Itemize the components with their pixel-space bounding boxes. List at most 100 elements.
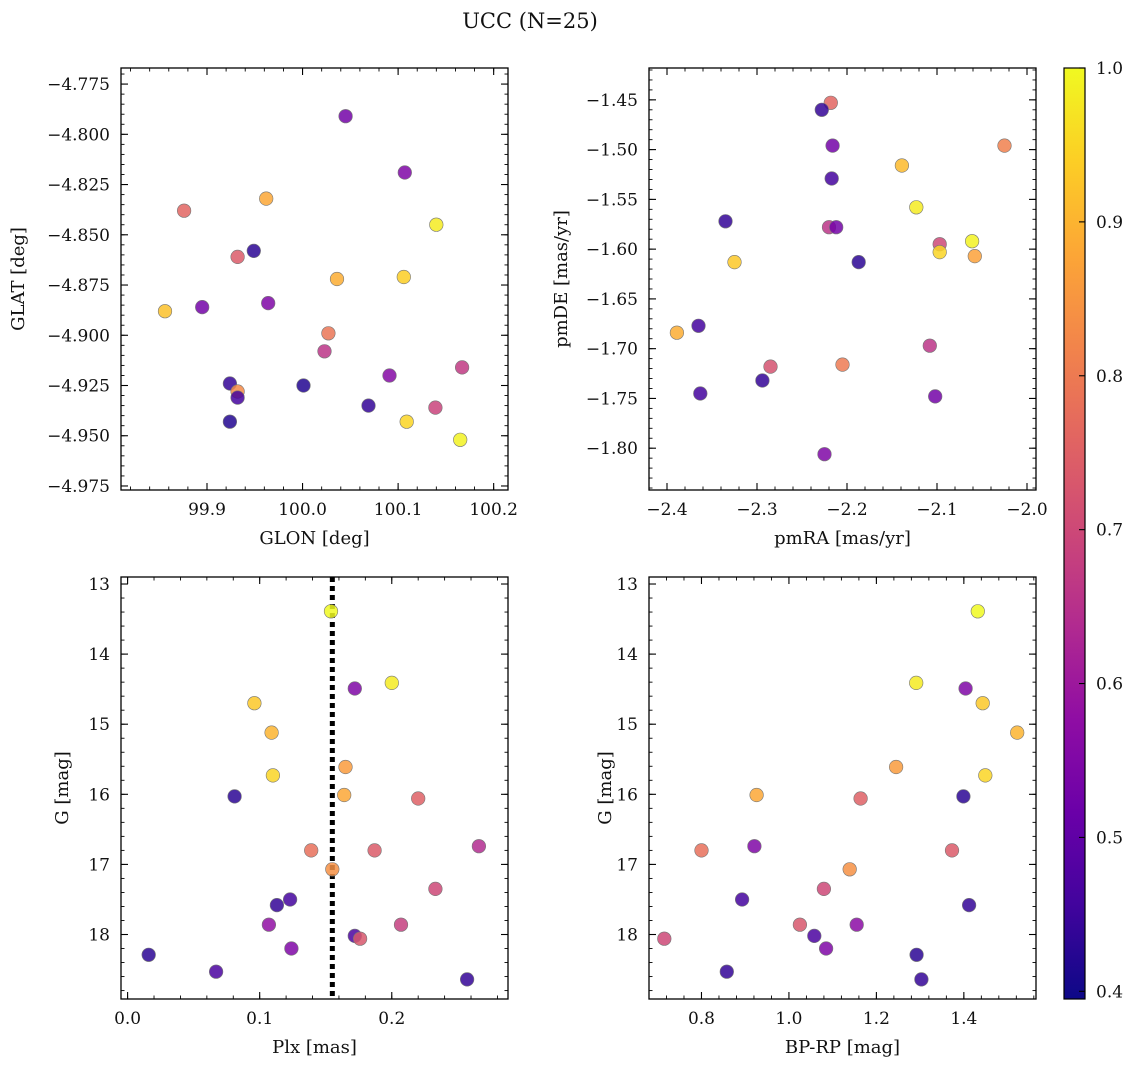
panel-top-left: 99.9 100.0 100.1 100.2 −4.775 −4.800 −4.825 −4.… (8, 67, 518, 549)
data-point (222, 414, 237, 429)
data-point (227, 789, 242, 804)
data-point (997, 138, 1012, 153)
data-point (397, 165, 412, 180)
data-point (230, 390, 245, 405)
data-point (894, 158, 910, 173)
data-point (261, 917, 277, 932)
y-tick-label: −1.60 (586, 240, 638, 260)
data-point (337, 787, 352, 803)
data-point (393, 917, 409, 932)
x-axis-label: Plx [mas] (272, 1037, 357, 1058)
y-tick-label: −1.75 (586, 389, 638, 409)
x-tick-label: 100.2 (469, 500, 518, 520)
data-point (261, 296, 276, 311)
data-point (247, 696, 262, 711)
data-point (396, 269, 411, 285)
x-tick-label: −2.1 (916, 500, 957, 520)
data-point (367, 843, 382, 858)
y-tick-label: 13 (616, 575, 638, 595)
y-tick-label: −4.800 (47, 125, 110, 145)
data-point (141, 947, 156, 962)
y-tick-label: −1.70 (586, 340, 638, 360)
data-point (361, 398, 376, 413)
x-tick-label: 1.2 (863, 1009, 890, 1029)
colorbar-tick-label: 0.7 (1096, 521, 1123, 541)
data-point (807, 928, 822, 944)
y-tick-label: −4.900 (47, 326, 110, 346)
data-point (970, 604, 985, 619)
colorbar-tick-label: 0.5 (1096, 828, 1123, 848)
data-point (264, 725, 279, 740)
data-point (329, 271, 345, 287)
plot-frame (648, 576, 1037, 1000)
panel-bottom-right: 0.8 1.0 1.2 1.4 13 14 15 16 17 18 BP-RP [mag] G [ma… (595, 575, 1037, 1058)
y-tick-label: −4.825 (47, 176, 110, 196)
data-point (909, 200, 924, 215)
data-point (399, 414, 414, 429)
x-tick-label: 1.0 (775, 1009, 802, 1029)
x-axis-label: BP-RP [mag] (785, 1037, 900, 1058)
data-point (177, 203, 192, 218)
colorbar-tick-label: 0.6 (1096, 675, 1123, 695)
y-tick-label: −4.925 (47, 377, 110, 397)
data-point (967, 249, 982, 264)
colorbar: 0.4 0.5 0.6 0.7 0.8 0.9 1.0 (1063, 59, 1123, 1002)
y-tick-label: 18 (88, 926, 110, 946)
y-tick-label: −4.950 (47, 427, 110, 447)
data-point (157, 304, 173, 319)
data-point (428, 881, 443, 897)
plot-frame (120, 67, 509, 491)
data-point (296, 378, 311, 393)
plot-frame (648, 67, 1037, 491)
data-point (283, 892, 298, 907)
data-point (693, 386, 708, 401)
data-point (814, 102, 829, 117)
data-point (460, 972, 475, 987)
y-tick-label: −1.80 (586, 439, 638, 459)
data-point (922, 338, 937, 353)
data-point (727, 255, 742, 270)
data-point (453, 432, 468, 447)
data-point (195, 300, 210, 315)
data-point (825, 138, 840, 153)
x-tick-label: −2.2 (826, 500, 867, 520)
data-point (347, 681, 362, 696)
data-point (851, 255, 866, 270)
y-tick-label: −4.850 (47, 226, 110, 246)
data-point (978, 768, 993, 783)
data-point (323, 604, 339, 619)
data-point (411, 791, 426, 806)
data-point (269, 897, 285, 913)
x-tick-label: 99.9 (188, 500, 226, 520)
data-point (944, 843, 960, 858)
data-point (304, 843, 319, 858)
colorbar-tick-label: 0.9 (1096, 213, 1123, 233)
data-point (657, 931, 672, 946)
y-tick-label: −1.50 (586, 141, 638, 161)
y-axis-label: pmDE [mas/yr] (551, 210, 572, 348)
data-point (818, 941, 834, 956)
data-point (964, 234, 980, 249)
data-point (429, 217, 444, 232)
data-point (914, 972, 929, 987)
data-point (719, 964, 734, 979)
panel-top-right: −2.4 −2.3 −2.2 −2.1 −2.0 −1.45 −1.50 −1.55 −1.60… (551, 67, 1048, 549)
data-point (1010, 725, 1025, 740)
data-point (321, 326, 336, 341)
data-point (842, 862, 857, 877)
data-point (817, 447, 832, 462)
y-tick-label: 17 (616, 855, 638, 875)
y-tick-label: 13 (88, 575, 110, 595)
data-point (763, 359, 778, 374)
figure-title: UCC (N=25) (462, 9, 598, 33)
x-tick-label: −2.3 (736, 500, 777, 520)
y-tick-label: 14 (616, 645, 638, 665)
data-point (932, 245, 947, 260)
data-point (259, 191, 274, 206)
data-point (317, 344, 332, 359)
colorbar-tick-label: 0.4 (1096, 982, 1123, 1002)
y-tick-label: −4.975 (47, 477, 110, 497)
data-point (209, 964, 224, 979)
data-point (382, 368, 397, 383)
